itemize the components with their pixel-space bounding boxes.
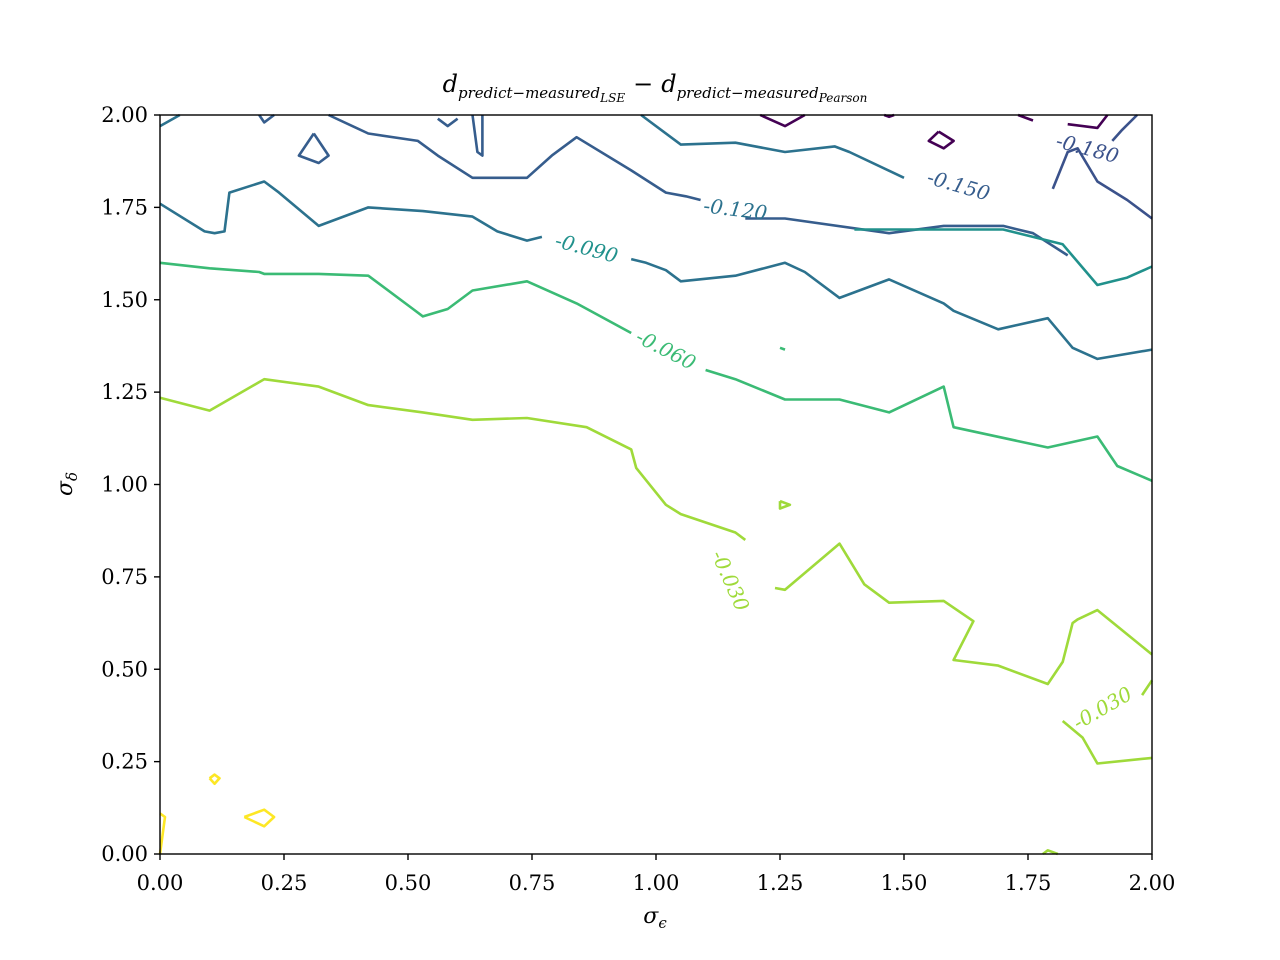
y-axis-label: σδ — [53, 472, 81, 496]
y-tick-label-1: 0.25 — [101, 750, 148, 774]
contour-line-level-7-segment-2 — [208, 773, 221, 786]
contour-line-level-6-segment-2 — [1061, 720, 1153, 765]
x-axis-label: σϵ — [643, 904, 667, 932]
contour-line-level-0-segment-3 — [1067, 114, 1109, 130]
x-axis-ticks: 0.00 0.25 0.50 0.75 1.00 1.25 1.50 1.75 2.00 — [137, 854, 1176, 895]
contour-line-level-2-segment-1 — [471, 114, 484, 157]
x-tick-label-0: 0.00 — [137, 871, 184, 895]
contour-line-level-2-segment-0 — [328, 113, 701, 202]
contour-line-level-6-segment-1 — [774, 542, 1153, 686]
contour-line-level-5-segment-2 — [779, 346, 786, 351]
contour-labels: -0.180-0.150-0.120-0.090-0.060-0.030-0.0… — [553, 128, 1137, 734]
contour-label-2: -0.120 — [702, 193, 769, 225]
chart-title-text: dpredict−measuredLSE − dpredict−measuredPe… — [443, 70, 868, 105]
y-tick-label-0: 0.00 — [101, 842, 148, 866]
y-tick-label-6: 1.50 — [101, 288, 148, 312]
x-tick-label-6: 1.50 — [881, 871, 928, 895]
contour-line-level-5-segment-1 — [705, 368, 1153, 482]
contour-line-level-1-segment-0 — [1111, 114, 1139, 142]
contour-line-level-0-segment-0 — [759, 113, 806, 128]
x-tick-label-4: 1.00 — [633, 871, 680, 895]
contour-line-level-3-segment-0 — [159, 113, 181, 128]
x-tick-label-7: 1.75 — [1005, 871, 1052, 895]
contour-label-5: -0.030 — [706, 546, 754, 614]
y-tick-label-7: 1.75 — [101, 195, 148, 219]
chart-title: dpredict−measuredLSE − dpredict−measuredPe… — [443, 70, 868, 105]
contour-line-level-0-segment-4 — [927, 130, 955, 150]
contour-label-6: -0.030 — [1069, 681, 1137, 734]
contour-label-3: -0.090 — [553, 228, 621, 268]
y-tick-label-5: 1.25 — [101, 380, 148, 404]
x-tick-label-1: 0.25 — [261, 871, 308, 895]
contour-line-level-2-segment-2 — [745, 217, 1069, 257]
contour-line-level-2-segment-3 — [258, 113, 275, 124]
y-tick-label-4: 1.00 — [101, 473, 148, 497]
contour-line-level-6-segment-4 — [1042, 849, 1059, 856]
x-tick-label-8: 2.00 — [1129, 871, 1176, 895]
contour-label-4: -0.060 — [632, 324, 700, 375]
contour-lines — [158, 113, 1154, 856]
y-tick-label-3: 0.75 — [101, 565, 148, 589]
contour-line-level-6-segment-0 — [159, 377, 747, 541]
contour-line-level-7-segment-0 — [158, 812, 167, 855]
contour-line-level-3-segment-2 — [159, 180, 543, 242]
contour-line-level-7-segment-1 — [243, 808, 276, 828]
contour-line-level-4-segment-0 — [854, 228, 1153, 287]
x-tick-label-3: 0.75 — [509, 871, 556, 895]
contour-line-level-2-segment-4 — [297, 132, 330, 165]
contour-line-level-0-segment-2 — [1017, 113, 1034, 122]
contour-line-level-6-segment-5 — [778, 499, 792, 510]
y-tick-label-2: 0.50 — [101, 657, 148, 681]
y-tick-label-8: 2.00 — [101, 103, 148, 127]
contour-line-level-6-segment-3 — [1141, 679, 1154, 696]
x-tick-label-5: 1.25 — [757, 871, 804, 895]
x-tick-label-2: 0.50 — [385, 871, 432, 895]
contour-line-level-3-segment-3 — [630, 257, 1153, 361]
contour-label-1: -0.150 — [925, 165, 993, 206]
contour-line-level-3-segment-1 — [640, 113, 905, 179]
contour-line-level-2-segment-5 — [437, 117, 459, 128]
contour-line-level-1-segment-1 — [1051, 147, 1153, 220]
y-axis-ticks: 0.00 0.25 0.50 0.75 1.00 1.25 1.50 1.75 2.00 — [101, 103, 160, 866]
contour-line-level-5-segment-0 — [159, 261, 632, 335]
